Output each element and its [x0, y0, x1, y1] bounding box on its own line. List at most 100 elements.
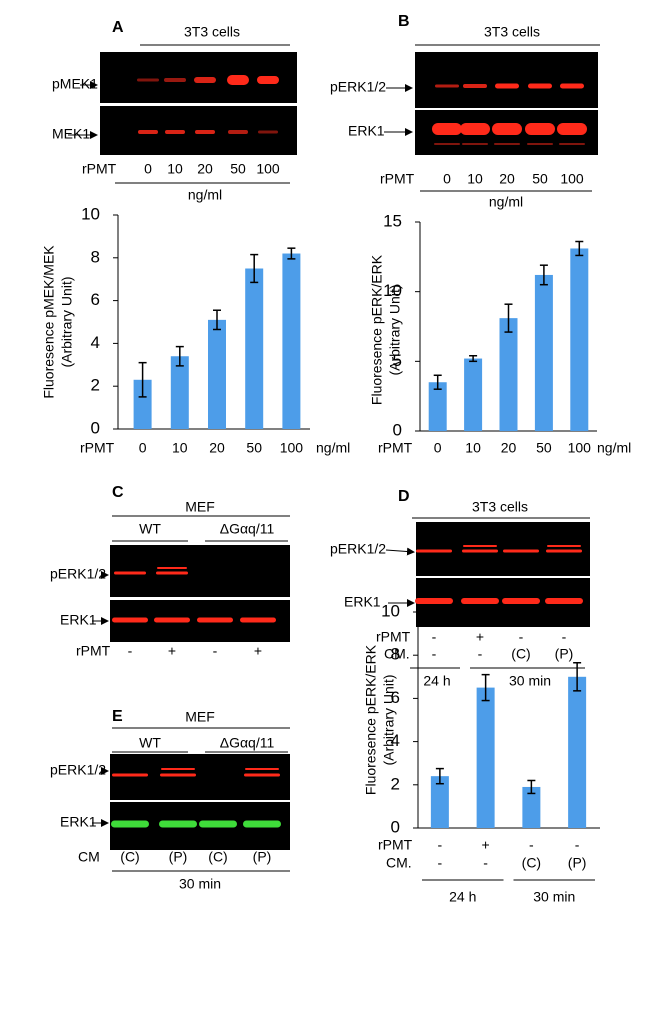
y-axis-label: (Arbitrary Unit) [59, 276, 75, 367]
blot-band [195, 130, 215, 134]
y-tick-label: 8 [391, 645, 400, 664]
y-tick-label: 10 [383, 281, 402, 300]
lane: - [432, 646, 437, 662]
bar [133, 379, 152, 429]
blot-band [546, 549, 582, 553]
panel-letter: E [112, 708, 123, 725]
row-label: rPMT [378, 837, 413, 853]
lane: 50 [532, 171, 548, 187]
panel-header: MEF [185, 499, 215, 515]
group-label: ΔGαq/11 [220, 735, 275, 751]
blot-band [161, 768, 195, 770]
blot-band [228, 130, 248, 134]
error-bar [435, 767, 444, 785]
blot-band [194, 77, 216, 83]
bar [282, 253, 301, 429]
x-tick-label: (C) [522, 855, 541, 871]
blot-band [525, 123, 555, 135]
blot-band [528, 83, 552, 89]
x-tick-label: - [438, 855, 443, 871]
y-tick-label: 6 [391, 688, 400, 707]
bar [534, 274, 553, 431]
lane-label: rPMT [82, 161, 117, 177]
blot-band [258, 130, 278, 134]
bar [476, 687, 495, 828]
blot-band [461, 598, 499, 604]
lane: - [519, 629, 524, 645]
bar [245, 268, 264, 429]
bar [499, 318, 518, 431]
blot-band [111, 820, 149, 828]
bar [522, 786, 541, 828]
blot-band [154, 617, 190, 623]
y-tick-label: 0 [391, 817, 400, 836]
blot-band [244, 773, 280, 777]
blot-band [257, 76, 279, 84]
x-tick-label: 100 [280, 440, 304, 456]
group-label: 30 min [533, 889, 575, 905]
lane: 20 [197, 161, 213, 177]
blot-band [557, 123, 587, 135]
unit-label: ng/ml [597, 440, 631, 456]
x-tick-label: 10 [172, 440, 188, 456]
y-tick-label: 5 [393, 351, 402, 370]
y-axis-label: Fluoresence pERK/ERK [363, 644, 379, 795]
blot-band [243, 820, 281, 828]
bar [464, 358, 483, 431]
row-label: pERK1/2 [50, 566, 106, 582]
row-label: pERK1/2 [50, 762, 106, 778]
bar [570, 248, 589, 431]
y-axis-label: Fluoresence pMEK/MEK [41, 245, 57, 399]
blot-band [156, 571, 188, 575]
lane-label: rPMT [76, 643, 111, 659]
blot-band [137, 78, 159, 82]
lane: (C) [208, 849, 227, 865]
panel-letter: B [398, 13, 410, 30]
lane: (C) [511, 646, 530, 662]
blot-band [159, 820, 197, 828]
bar [208, 319, 226, 429]
blot-band [112, 617, 148, 623]
x-tick-label: (P) [568, 855, 587, 871]
x-tick-label: + [482, 837, 490, 853]
x-tick-label: 0 [434, 440, 442, 456]
group-label: WT [139, 735, 161, 751]
lane: - [432, 629, 437, 645]
lane: 0 [443, 171, 451, 187]
unit: ng/ml [489, 194, 523, 210]
blot-band [165, 130, 185, 134]
lane: 20 [499, 171, 515, 187]
panel-letter: D [398, 488, 410, 505]
lane: - [478, 646, 483, 662]
error-bar [138, 361, 147, 398]
lane: - [213, 643, 218, 659]
blot-image [110, 754, 290, 800]
blot-image [415, 52, 598, 108]
bar [170, 356, 189, 429]
blot-band [240, 617, 276, 623]
error-bar [469, 355, 478, 363]
lane: - [128, 643, 133, 659]
panel-header: MEF [185, 709, 215, 725]
blot-band [460, 123, 490, 135]
x-tick-label: 10 [465, 440, 481, 456]
x-tick-label: 20 [501, 440, 517, 456]
blot-band [157, 567, 187, 569]
lane: + [168, 643, 176, 659]
panel-letter: C [112, 484, 124, 501]
y-tick-label: 6 [91, 290, 100, 309]
x-tick-label: 0 [139, 440, 147, 456]
y-axis-label: Fluoresence pERK/ERK [369, 254, 385, 405]
lane: 10 [167, 161, 183, 177]
blot-band [462, 143, 488, 145]
row-label: pERK1/2 [330, 79, 386, 95]
row-label: ERK1 [60, 612, 97, 628]
x-tick-label: - [575, 837, 580, 853]
lane: 0 [144, 161, 152, 177]
error-bar [287, 247, 296, 260]
blot-band [527, 143, 553, 145]
blot-band [494, 143, 520, 145]
blot-band [492, 123, 522, 135]
y-tick-label: 4 [91, 333, 100, 352]
